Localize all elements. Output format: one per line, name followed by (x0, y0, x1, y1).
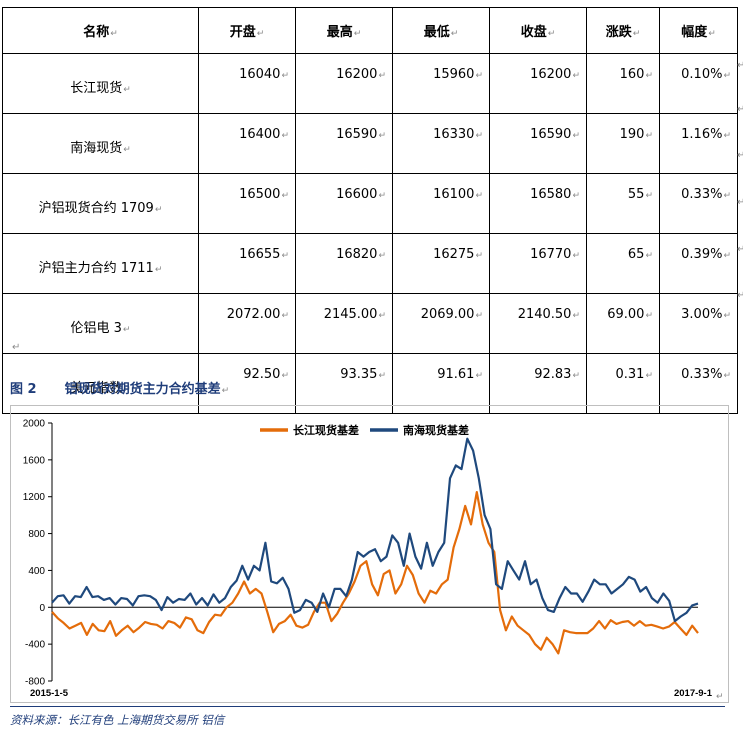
chart-frame (10, 405, 729, 703)
cell-low: 91.61↵ (392, 353, 490, 414)
cell-high: 16590↵ (295, 113, 393, 174)
cell-close: 16770↵ (489, 233, 587, 294)
header-change: 涨跌↵ (586, 7, 660, 54)
cell-high: 93.35↵ (295, 353, 393, 414)
table-row: 沪铝现货合约 1709↵ 16500↵ 16600↵ 16100↵ 16580↵ 55↵ 0… (2, 173, 738, 234)
series-line-changjiang (51, 491, 699, 655)
header-name: 名称↵ (2, 7, 199, 54)
cell-name: 美元指数↵ (2, 353, 199, 414)
cell-close: 16590↵ (489, 113, 587, 174)
y-tick-label: 400 (28, 566, 45, 577)
source-divider (10, 706, 725, 707)
paragraph-mark: ↵ (716, 691, 724, 701)
x-tick-label: 2015-1-5 (30, 688, 69, 699)
paragraph-mark: ↵ (737, 197, 743, 208)
cell-high: 16820↵ (295, 233, 393, 294)
figure-title: 铝现货对期货主力合约基差 (64, 382, 221, 397)
cell-change: 160↵ (586, 53, 660, 114)
paragraph-mark: ↵ (737, 244, 743, 255)
table-row: 美元指数↵ 92.50↵ 93.35↵ 91.61↵ 92.83↵ 0.31↵ 0.33%↵ (2, 353, 738, 414)
cell-high: 2145.00↵ (295, 293, 393, 354)
header-high: 最高↵ (295, 7, 393, 54)
table-row: 南海现货↵ 16400↵ 16590↵ 16330↵ 16590↵ 190↵ 1.16%↵ (2, 113, 738, 174)
series-line-nanhai (51, 437, 699, 623)
source-note: 资料来源：长江有色 上海期货交易所 铝信 (10, 713, 225, 727)
figure-number: 图 2 (10, 382, 37, 397)
legend-label: 南海现货基差 (403, 423, 469, 437)
cell-change: 55↵ (586, 173, 660, 234)
header-open: 开盘↵ (198, 7, 296, 54)
cell-name: 南海现货↵ (2, 113, 199, 174)
cell-change: 69.00↵ (586, 293, 660, 354)
y-tick-label: 800 (28, 529, 45, 540)
paragraph-mark: ↵ (737, 290, 743, 301)
cell-close: 92.83↵ (489, 353, 587, 414)
cell-name: 长江现货↵ (2, 53, 199, 114)
cell-low: 16330↵ (392, 113, 490, 174)
cell-low: 16275↵ (392, 233, 490, 294)
cell-pct: 3.00%↵ (659, 293, 738, 354)
cell-change: 65↵ (586, 233, 660, 294)
cell-change: 0.31↵ (586, 353, 660, 414)
paragraph-mark: ↵ (737, 60, 743, 71)
cell-open: 16500↵ (198, 173, 296, 234)
cell-open: 16040↵ (198, 53, 296, 114)
market-quote-table: 名称↵ 开盘↵ 最高↵ 最低↵ 收盘↵ 涨跌↵ 幅度↵ 长江现货↵ 16040↵ 1… (2, 7, 738, 414)
figure-caption: 图 2 铝现货对期货主力合约基差↵ (10, 382, 230, 397)
y-tick-label: -400 (25, 640, 45, 651)
cell-name: 沪铝主力合约 1711↵ (2, 233, 199, 294)
cell-open: 92.50↵ (198, 353, 296, 414)
cell-close: 2140.50↵ (489, 293, 587, 354)
y-tick-label: -800 (25, 677, 45, 688)
table-row: 伦铝电 3↵ 2072.00↵ 2145.00↵ 2069.00↵ 2140.50↵ 69… (2, 293, 738, 354)
cell-pct: 0.33%↵ (659, 353, 738, 414)
header-low: 最低↵ (392, 7, 490, 54)
table-row: 长江现货↵ 16040↵ 16200↵ 15960↵ 16200↵ 160↵ 0.10%↵ (2, 53, 738, 114)
cell-low: 2069.00↵ (392, 293, 490, 354)
basis-line-chart: -800 -400 0 400 800 1200 1600 2000 2015-1-5 2017-… (10, 405, 729, 703)
cell-open: 2072.00↵ (198, 293, 296, 354)
cell-pct: 1.16%↵ (659, 113, 738, 174)
y-tick-label: 1600 (23, 455, 46, 466)
header-pct: 幅度↵ (659, 7, 738, 54)
cell-change: 190↵ (586, 113, 660, 174)
cell-close: 16200↵ (489, 53, 587, 114)
cell-high: 16600↵ (295, 173, 393, 234)
cell-name: 沪铝现货合约 1709↵ (2, 173, 199, 234)
cell-pct: 0.10%↵ (659, 53, 738, 114)
paragraph-mark: ↵ (737, 104, 743, 115)
cell-high: 16200↵ (295, 53, 393, 114)
basis-chart: -800 -400 0 400 800 1200 1600 2000 2015-1-5 2017-… (10, 405, 735, 705)
cell-low: 15960↵ (392, 53, 490, 114)
paragraph-mark: ↵ (737, 150, 743, 161)
table-header-row: 名称↵ 开盘↵ 最高↵ 最低↵ 收盘↵ 涨跌↵ 幅度↵ (2, 7, 738, 54)
y-tick-label: 0 (39, 603, 45, 614)
cell-open: 16655↵ (198, 233, 296, 294)
cell-open: 16400↵ (198, 113, 296, 174)
cell-pct: 0.33%↵ (659, 173, 738, 234)
cell-low: 16100↵ (392, 173, 490, 234)
table-row: 沪铝主力合约 1711↵ 16655↵ 16820↵ 16275↵ 16770↵ 65↵ 0… (2, 233, 738, 294)
paragraph-mark: ↵ (12, 342, 21, 353)
y-tick-label: 2000 (23, 419, 46, 430)
cell-name: 伦铝电 3↵ (2, 293, 199, 354)
y-tick-label: 1200 (23, 492, 46, 503)
header-close: 收盘↵ (489, 7, 587, 54)
cell-pct: 0.39%↵ (659, 233, 738, 294)
x-tick-label: 2017-9-1 (674, 688, 713, 699)
legend-label: 长江现货基差 (293, 423, 359, 437)
cell-close: 16580↵ (489, 173, 587, 234)
